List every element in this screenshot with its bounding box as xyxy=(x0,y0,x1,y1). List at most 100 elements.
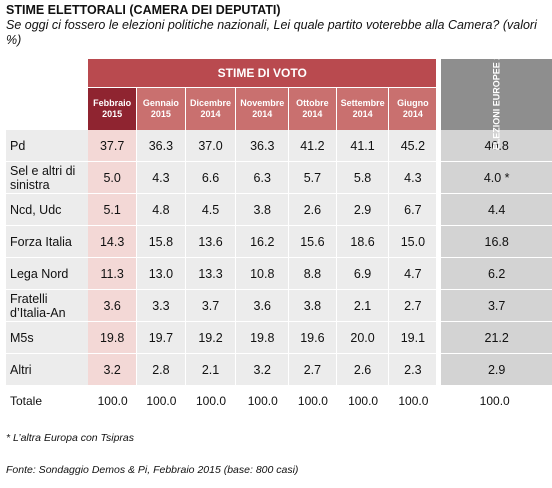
table-cell: 8.8 xyxy=(289,258,337,290)
table-cell: 21.2 xyxy=(437,322,552,354)
table-cell: 2.7 xyxy=(389,290,438,322)
header-elezioni-europee: ELEZIONI EUROPEE 2014 xyxy=(437,39,552,150)
total-cell: 100.0 xyxy=(336,386,390,416)
table-cell: 2.1 xyxy=(185,354,237,386)
table-cell: 15.8 xyxy=(137,226,186,258)
column-header-line: 2014 xyxy=(402,109,423,119)
total-cell: 100.0 xyxy=(88,386,138,416)
column-header-line: 2015 xyxy=(102,109,123,119)
table-cell: 37.0 xyxy=(185,130,237,162)
table-cell: 3.8 xyxy=(289,290,337,322)
row-label: Sel e altri di sinistra xyxy=(6,162,89,194)
row-label: Lega Nord xyxy=(6,258,89,290)
table-cell: 10.8 xyxy=(236,258,290,290)
table-cell: 19.8 xyxy=(236,322,290,354)
table-cell: 2.8 xyxy=(137,354,186,386)
column-header: Ottobre 2014 xyxy=(289,87,337,130)
table-cell: 45.2 xyxy=(389,130,438,162)
table-cell: 4.7 xyxy=(389,258,438,290)
table-cell: 36.3 xyxy=(137,130,186,162)
table-cell: 3.6 xyxy=(88,290,138,322)
table-row: Fratelli d’Italia-An 3.6 3.3 3.7 3.6 3.8 2.1 2.… xyxy=(6,290,552,322)
column-header-line: Febbraio xyxy=(93,98,132,108)
column-header: Gennaio 2015 xyxy=(137,87,186,130)
column-header: Giugno 2014 xyxy=(389,87,438,130)
table-cell: 6.2 xyxy=(437,258,552,290)
table-row: Forza Italia 14.3 15.8 13.6 16.2 15.6 18.6 15.0… xyxy=(6,226,552,258)
table-cell: 20.0 xyxy=(336,322,390,354)
table-cell: 3.3 xyxy=(137,290,186,322)
table-cell: 18.6 xyxy=(336,226,390,258)
table-cell: 19.2 xyxy=(185,322,237,354)
header-stime-di-voto: STIME DI VOTO xyxy=(88,59,438,87)
table-cell: 16.8 xyxy=(437,226,552,258)
table-cell: 6.3 xyxy=(236,162,290,194)
table-cell: 4.3 xyxy=(137,162,186,194)
table-cell: 40.8 xyxy=(437,130,552,162)
row-label: Fratelli d’Italia-An xyxy=(6,290,89,322)
column-header: Settembre 2014 xyxy=(336,87,390,130)
column-header-line: 2014 xyxy=(352,109,373,119)
total-cell: 100.0 xyxy=(289,386,337,416)
table-cell: 3.2 xyxy=(236,354,290,386)
row-label: M5s xyxy=(6,322,89,354)
table-cell: 5.1 xyxy=(88,194,138,226)
total-row: Totale 100.0 100.0 100.0 100.0 100.0 100.0 100.… xyxy=(6,386,552,416)
column-header-line: Ottobre xyxy=(296,98,329,108)
table-cell: 5.0 xyxy=(88,162,138,194)
table-cell: 16.2 xyxy=(236,226,290,258)
row-label: Pd xyxy=(6,130,89,162)
column-header: Febbraio 2015 xyxy=(88,87,138,130)
table-cell: 36.3 xyxy=(236,130,290,162)
total-cell: 100.0 xyxy=(236,386,290,416)
table-cell: 3.6 xyxy=(236,290,290,322)
total-cell: 100.0 xyxy=(389,386,438,416)
table-cell: 2.6 xyxy=(289,194,337,226)
table-cell: 6.9 xyxy=(336,258,390,290)
table-cell: 2.9 xyxy=(437,354,552,386)
table-row: M5s 19.8 19.7 19.2 19.8 19.6 20.0 19.1 21.2 xyxy=(6,322,552,354)
table-cell: 11.3 xyxy=(88,258,138,290)
table-cell: 5.8 xyxy=(336,162,390,194)
table-cell: 41.2 xyxy=(289,130,337,162)
table-row: Pd 37.7 36.3 37.0 36.3 41.2 41.1 45.2 40.8 xyxy=(6,130,552,162)
table-cell: 4.0 * xyxy=(437,162,552,194)
total-cell: 100.0 xyxy=(185,386,237,416)
table-cell: 19.7 xyxy=(137,322,186,354)
row-label: Forza Italia xyxy=(6,226,89,258)
column-header-line: Dicembre xyxy=(190,98,232,108)
table-cell: 4.3 xyxy=(389,162,438,194)
table-cell: 2.9 xyxy=(336,194,390,226)
table-cell: 5.7 xyxy=(289,162,337,194)
page-title: STIME ELETTORALI (CAMERA DEI DEPUTATI) xyxy=(6,3,281,17)
row-label: Ncd, Udc xyxy=(6,194,89,226)
table-cell: 13.6 xyxy=(185,226,237,258)
column-header-line: 2015 xyxy=(150,109,171,119)
table-row: Sel e altri di sinistra 5.0 4.3 6.6 6.3 5.7 5.… xyxy=(6,162,552,194)
table-cell: 14.3 xyxy=(88,226,138,258)
table-cell: 13.0 xyxy=(137,258,186,290)
table-cell: 2.3 xyxy=(389,354,438,386)
table-cell: 15.6 xyxy=(289,226,337,258)
table-cell: 3.7 xyxy=(185,290,237,322)
table-cell: 6.6 xyxy=(185,162,237,194)
footnote: * L’altra Europa con Tsipras xyxy=(6,432,135,444)
table-cell: 15.0 xyxy=(389,226,438,258)
column-header-line: 2014 xyxy=(252,109,273,119)
table-cell: 2.1 xyxy=(336,290,390,322)
table-cell: 6.7 xyxy=(389,194,438,226)
table-cell: 4.4 xyxy=(437,194,552,226)
column-header-line: 2014 xyxy=(200,109,221,119)
column-header: Dicembre 2014 xyxy=(185,87,237,130)
table-cell: 13.3 xyxy=(185,258,237,290)
table-row: Altri 3.2 2.8 2.1 3.2 2.7 2.6 2.3 2.9 xyxy=(6,354,552,386)
row-label: Altri xyxy=(6,354,89,386)
total-cell: 100.0 xyxy=(137,386,186,416)
table-cell: 37.7 xyxy=(88,130,138,162)
table-cell: 19.6 xyxy=(289,322,337,354)
table-cell: 4.5 xyxy=(185,194,237,226)
table-cell: 41.1 xyxy=(336,130,390,162)
table-cell: 3.8 xyxy=(236,194,290,226)
table-cell: 19.8 xyxy=(88,322,138,354)
table-cell: 3.7 xyxy=(437,290,552,322)
